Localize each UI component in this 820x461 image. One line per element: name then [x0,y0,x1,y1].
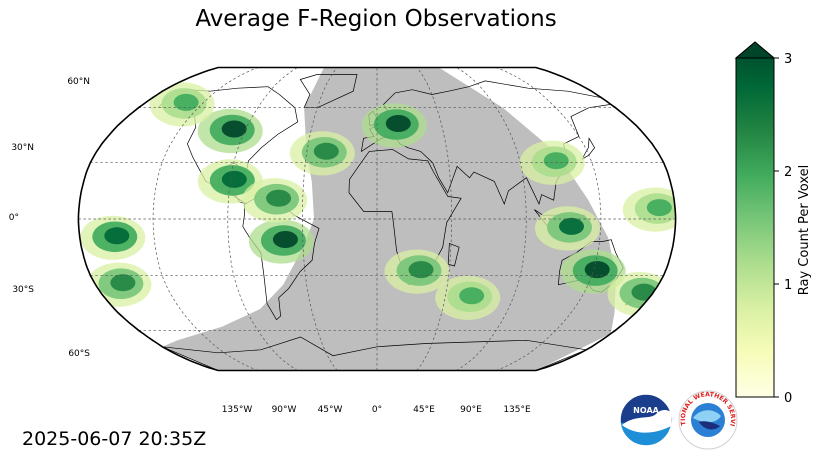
graticule-meridian [496,67,602,371]
observation-cluster [384,249,450,294]
observation-cluster [80,215,146,260]
lon-label-45e: 45°E [413,405,435,415]
graticule [78,67,676,371]
lat-label-60s: 60°S [68,349,90,359]
observation-cluster [197,108,263,154]
lat-label-60n: 60°N [67,77,90,87]
colorbar-label: Ray Count Per Voxel [797,165,812,295]
lon-label-0: 0° [372,405,382,415]
colorbar: 0 1 2 3 Ray Count Per Voxel [734,41,812,406]
observation-cluster-ring [385,115,411,132]
observation-cluster-ring [221,170,247,188]
observation-cluster-ring [266,189,292,207]
observation-cluster-ring [104,227,130,245]
timestamp: 2025-06-07 20:35Z [22,428,207,450]
graticule-meridian [227,67,298,371]
lon-label-90w: 90°W [272,405,297,415]
colorbar-tick-label-0: 0 [784,391,792,406]
lon-label-90e: 90°E [460,405,482,415]
observation-cluster [435,275,501,320]
graticule-meridian [456,67,527,371]
globe-outline [77,66,677,372]
lat-label-30n: 30°N [11,143,34,153]
observation-cluster-ring [221,120,247,138]
observation-cluster [622,187,676,232]
nws-logo-cloud [693,410,721,423]
observation-layer [80,82,676,320]
landmass-africa [348,149,462,286]
landmass-greenland [299,74,358,109]
colorbar-scale [735,41,775,398]
observation-cluster-ring [543,152,569,170]
colorbar-tick-label-2: 2 [784,165,792,180]
colorbar-ticks: 0 1 2 3 [774,52,792,406]
observation-cluster-ring [110,274,136,292]
observation-cluster [149,82,215,127]
graticule-meridian [152,67,258,371]
observation-cluster-ring [313,142,339,160]
lat-label-0: 0° [9,213,19,223]
longitude-labels: 135°W 90°W 45°W 0° 45°E 90°E 135°E [222,405,531,415]
observation-cluster [242,178,308,223]
lon-label-135e: 135°E [503,405,531,415]
nws-logo: NATIONAL WEATHER SERVICE [678,390,738,450]
landmass-antarctica [162,336,588,371]
observation-cluster-ring [559,217,584,235]
lat-label-30s: 30°S [12,285,34,295]
map-title: Average F-Region Observations [195,6,557,32]
colorbar-tick-label-1: 1 [784,278,792,293]
observation-cluster [248,219,314,264]
nws-logo-tornado [699,421,720,430]
globe-body [78,67,676,371]
observation-cluster [361,103,427,148]
noaa-logo-gull [622,410,671,433]
noaa-logo: NOAA [619,393,673,447]
colorbar-extend-arrow [734,41,776,59]
latitude-labels: 60°N 30°N 0° 30°S 60°S [9,77,91,359]
observation-cluster-ring [173,93,199,111]
observation-cluster-ring [272,231,298,248]
observation-cluster-ring [408,261,434,279]
observation-cluster [535,206,600,251]
graticule-meridian [301,67,338,371]
observation-cluster [289,131,355,176]
observation-cluster-ring [459,287,485,305]
observation-cluster-ring [646,199,672,217]
map-bottom-crop [0,397,730,461]
observation-cluster-ring [584,261,610,279]
colorbar-tick-label-3: 3 [784,52,792,67]
lon-label-135w: 135°W [222,405,253,415]
landmass-madagascar [447,242,460,267]
lon-label-45w: 45°W [318,405,343,415]
observation-cluster [560,249,626,294]
noaa-logo-text: NOAA [633,406,659,415]
graticule-meridian [416,67,453,371]
